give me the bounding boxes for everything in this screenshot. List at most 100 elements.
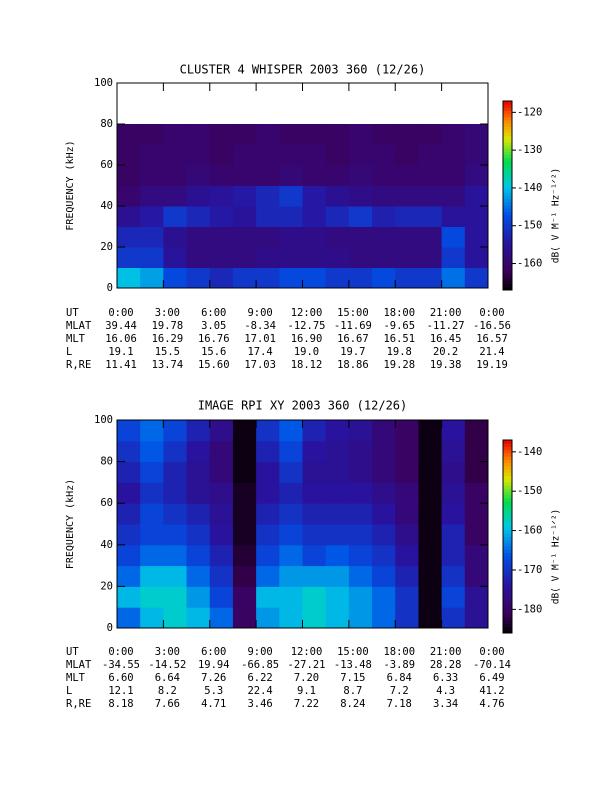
- heatmap-cell: [372, 607, 396, 629]
- ephemeris-value: 15.5: [155, 346, 180, 358]
- heatmap-cell: [348, 544, 373, 567]
- heatmap-cell: [372, 226, 396, 248]
- heatmap-cell: [256, 226, 280, 248]
- heatmap-cell: [325, 440, 350, 463]
- heatmap-cell: [441, 185, 466, 207]
- heatmap-cell: [372, 247, 396, 268]
- heatmap-cell: [256, 586, 280, 608]
- heatmap-cell: [163, 544, 188, 567]
- heatmap-cell: [418, 206, 443, 227]
- colorbar-swatch: [503, 198, 512, 203]
- heatmap-cell: [418, 607, 443, 629]
- heatmap-cell: [256, 461, 280, 483]
- x-tick-label: 6:00: [201, 307, 226, 319]
- ephemeris-value: 16.29: [152, 333, 184, 345]
- heatmap-cell: [140, 185, 164, 207]
- colorbar-swatch: [503, 201, 512, 206]
- colorbar-swatch: [503, 446, 512, 451]
- colorbar-swatch: [503, 151, 512, 156]
- heatmap-cell: [395, 185, 419, 207]
- y-tick-label: 80: [100, 456, 113, 468]
- colorbar-swatch: [503, 107, 512, 111]
- colorbar-tick-label: -160: [517, 525, 542, 537]
- heatmap-cell: [140, 206, 164, 227]
- heatmap-cell: [163, 565, 188, 587]
- colorbar-swatch: [503, 129, 512, 133]
- heatmap-cell: [279, 144, 303, 166]
- colorbar-swatch: [503, 456, 512, 460]
- heatmap-cell: [418, 247, 443, 268]
- colorbar-swatch: [503, 468, 512, 473]
- ephemeris-value: 22.4: [247, 685, 272, 697]
- ephemeris-value: 3.34: [433, 698, 458, 710]
- heatmap-cell: [117, 586, 141, 608]
- heatmap-cell: [209, 586, 234, 608]
- heatmap-cell: [441, 206, 466, 227]
- heatmap-cell: [163, 440, 188, 463]
- heatmap-cell: [395, 565, 419, 587]
- heatmap-cell: [186, 461, 211, 483]
- heatmap-cell: [348, 586, 373, 608]
- colorbar-swatch: [503, 135, 512, 140]
- heatmap-cell: [325, 165, 350, 186]
- heatmap-cell: [186, 185, 211, 207]
- heatmap-cell: [232, 586, 257, 608]
- heatmap-cell: [464, 586, 489, 608]
- colorbar-swatch: [503, 170, 512, 174]
- colorbar-label: dB( V M⁻¹ Hz⁻¹ᐟ²): [551, 168, 562, 264]
- heatmap-cell: [117, 524, 141, 546]
- heatmap-cell: [279, 165, 303, 186]
- colorbar-swatch: [503, 261, 512, 266]
- heatmap-cell: [163, 267, 188, 289]
- heatmap-cell: [117, 165, 141, 186]
- colorbar-swatch: [503, 443, 512, 447]
- heatmap-cell: [302, 586, 327, 608]
- colorbar-swatch: [503, 562, 512, 566]
- ephemeris-value: 7.22: [294, 698, 319, 710]
- colorbar-swatch: [503, 449, 512, 454]
- heatmap-cell: [441, 461, 466, 483]
- heatmap-cell: [441, 144, 466, 166]
- ephemeris-value: 16.90: [291, 333, 323, 345]
- ephemeris-value: 8.7: [343, 685, 362, 697]
- heatmap-cell: [464, 165, 489, 186]
- heatmap-cell: [279, 420, 303, 442]
- heatmap-cell: [163, 586, 188, 608]
- colorbar-tick-label: -140: [517, 446, 542, 458]
- heatmap-cell: [302, 247, 327, 268]
- heatmap-cell: [372, 124, 396, 145]
- heatmap-cell: [418, 226, 443, 248]
- ephemeris-value: 16.06: [105, 333, 137, 345]
- heatmap-cell: [140, 124, 164, 145]
- heatmap-cell: [395, 247, 419, 268]
- heatmap-cell: [441, 607, 466, 629]
- x-tick-label: 9:00: [247, 646, 272, 658]
- heatmap-cell: [279, 607, 303, 629]
- heatmap-cell: [372, 144, 396, 166]
- heatmap-cell: [279, 185, 303, 207]
- y-tick-label: 60: [100, 497, 113, 509]
- heatmap-cell: [348, 440, 373, 463]
- colorbar-tick-label: -120: [517, 106, 542, 118]
- x-tick-label: 0:00: [108, 646, 133, 658]
- heatmap-cell: [441, 226, 466, 248]
- heatmap-cell: [441, 165, 466, 186]
- colorbar-swatch: [503, 507, 512, 512]
- colorbar-swatch: [503, 239, 512, 244]
- ephemeris-value: 12.1: [108, 685, 133, 697]
- colorbar-swatch: [503, 513, 512, 518]
- colorbar-swatch: [503, 526, 512, 531]
- heatmap-cell: [232, 165, 257, 186]
- heatmap-cell: [209, 607, 234, 629]
- ephemeris-name: L: [66, 685, 72, 697]
- heatmap-cell: [256, 440, 280, 463]
- heatmap-cell: [279, 267, 303, 289]
- heatmap-cell: [302, 524, 327, 546]
- colorbar-swatch: [503, 214, 512, 219]
- colorbar-swatch: [503, 610, 512, 615]
- y-tick-label: 100: [94, 414, 113, 426]
- y-axis-label: FREQUENCY (kHz): [65, 140, 76, 230]
- heatmap-cell: [140, 420, 164, 442]
- heatmap-cell: [186, 544, 211, 567]
